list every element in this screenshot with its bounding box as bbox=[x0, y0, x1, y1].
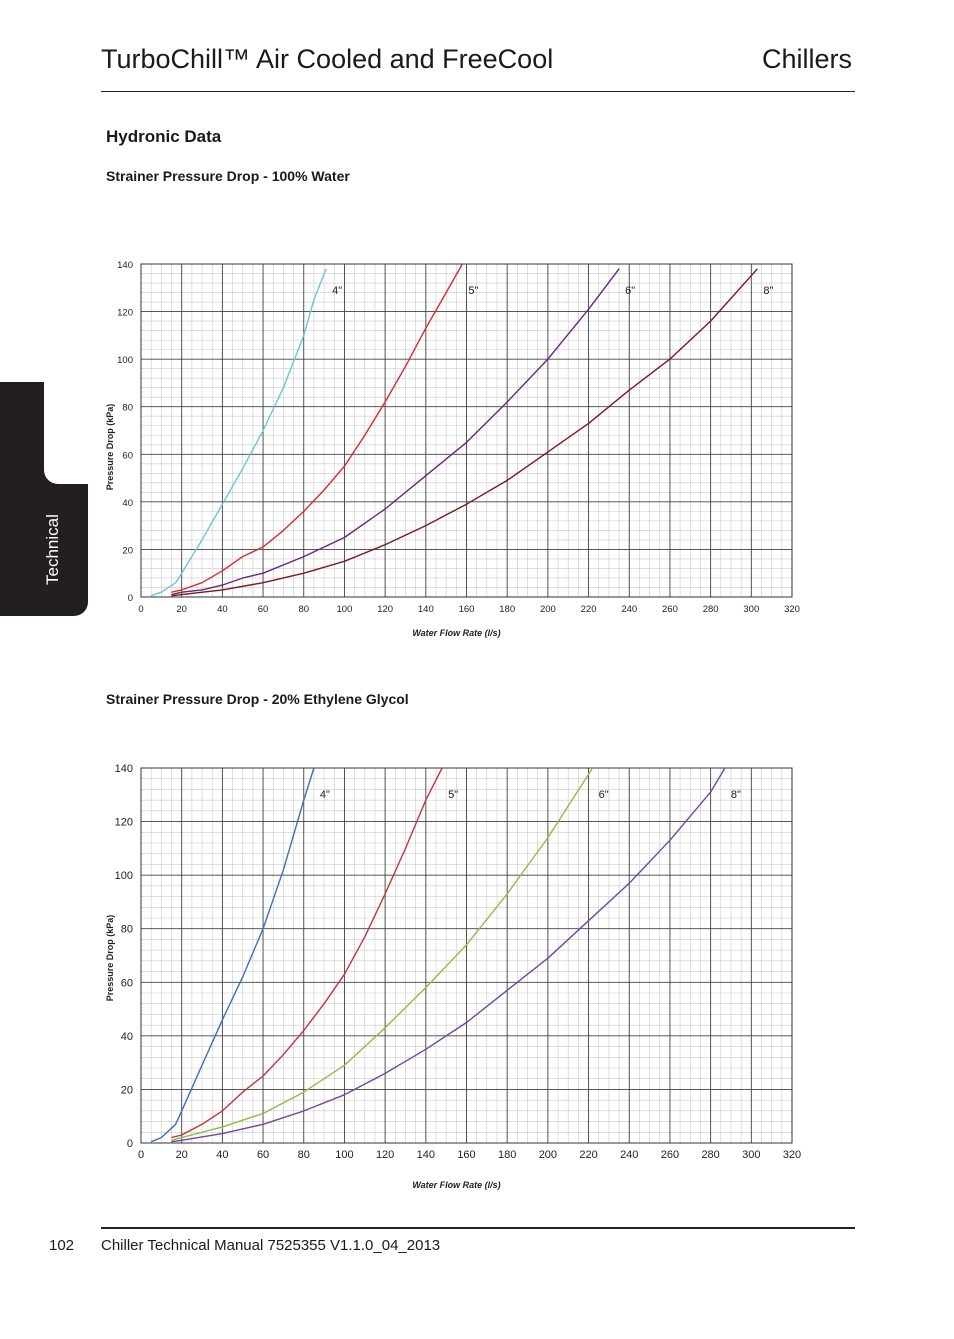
x-tick-label: 260 bbox=[662, 604, 678, 615]
series-label: 6" bbox=[599, 789, 609, 801]
x-tick-label: 80 bbox=[298, 1149, 310, 1161]
series-line bbox=[150, 268, 327, 597]
series-label: 5" bbox=[448, 789, 458, 801]
x-tick-label: 320 bbox=[783, 1149, 801, 1161]
x-tick-label: 140 bbox=[418, 604, 434, 615]
x-tick-label: 0 bbox=[138, 604, 143, 615]
x-tick-label: 140 bbox=[417, 1149, 435, 1161]
x-tick-label: 0 bbox=[138, 1149, 144, 1161]
y-tick-label: 100 bbox=[115, 870, 133, 882]
x-tick-label: 120 bbox=[376, 1149, 394, 1161]
x-tick-label: 100 bbox=[337, 604, 353, 615]
series-line bbox=[171, 767, 443, 1139]
x-tick-label: 180 bbox=[498, 1149, 516, 1161]
footer-divider bbox=[101, 1227, 855, 1229]
side-tab-notch bbox=[44, 382, 88, 484]
y-tick-label: 0 bbox=[128, 593, 133, 604]
x-tick-label: 220 bbox=[581, 604, 597, 615]
y-axis-title: Pressure Drop (kPa) bbox=[105, 404, 115, 491]
series-label: 4" bbox=[332, 285, 342, 297]
section-title: Hydronic Data bbox=[106, 127, 222, 146]
x-tick-label: 280 bbox=[701, 1149, 719, 1161]
y-tick-label: 120 bbox=[115, 817, 133, 829]
y-tick-label: 80 bbox=[121, 924, 133, 936]
x-axis-title: Water Flow Rate (l/s) bbox=[412, 628, 500, 638]
y-tick-label: 60 bbox=[121, 977, 133, 989]
x-tick-label: 20 bbox=[176, 604, 187, 615]
y-tick-label: 40 bbox=[122, 498, 133, 509]
x-tick-label: 160 bbox=[457, 1149, 475, 1161]
y-tick-label: 140 bbox=[117, 260, 133, 271]
document-title-right: Chillers bbox=[762, 44, 853, 74]
x-tick-label: 200 bbox=[540, 604, 556, 615]
series-label: 8" bbox=[731, 789, 741, 801]
y-tick-label: 20 bbox=[122, 545, 133, 556]
x-tick-label: 300 bbox=[742, 1149, 760, 1161]
series-line bbox=[150, 767, 315, 1143]
series-line bbox=[171, 767, 726, 1143]
series-label: 8" bbox=[763, 285, 773, 297]
document-title: TurboChill™ Air Cooled and FreeCool bbox=[101, 44, 554, 74]
x-tick-label: 260 bbox=[661, 1149, 679, 1161]
footer-text: Chiller Technical Manual 7525355 V1.1.0_… bbox=[101, 1237, 441, 1254]
x-tick-label: 60 bbox=[257, 1149, 269, 1161]
x-tick-label: 20 bbox=[176, 1149, 188, 1161]
series-line bbox=[171, 767, 594, 1141]
y-tick-label: 0 bbox=[127, 1138, 133, 1150]
y-tick-label: 60 bbox=[122, 450, 133, 461]
x-tick-label: 40 bbox=[217, 604, 228, 615]
chart-1: 0 20 40 60 80 100 120 140 160 180 200 220 240 260 280 3… bbox=[105, 260, 800, 638]
chart-2: 0 20 40 60 80 100 120 140 160 180 200 220 240 260 280 3… bbox=[105, 763, 801, 1190]
series-label: 6" bbox=[625, 285, 635, 297]
series-line bbox=[171, 268, 620, 596]
x-tick-label: 180 bbox=[499, 604, 515, 615]
x-tick-label: 320 bbox=[784, 604, 800, 615]
x-tick-label: 280 bbox=[703, 604, 719, 615]
x-tick-label: 240 bbox=[620, 1149, 638, 1161]
x-tick-label: 300 bbox=[743, 604, 759, 615]
x-tick-label: 200 bbox=[539, 1149, 557, 1161]
series-label: 4" bbox=[320, 789, 330, 801]
x-tick-label: 120 bbox=[377, 604, 393, 615]
series-label: 5" bbox=[468, 285, 478, 297]
plot-border bbox=[140, 263, 793, 598]
x-tick-label: 100 bbox=[335, 1149, 353, 1161]
x-axis-title: Water Flow Rate (l/s) bbox=[412, 1180, 500, 1190]
chart-1-title: Strainer Pressure Drop - 100% Water bbox=[106, 168, 350, 184]
y-tick-label: 100 bbox=[117, 355, 133, 366]
y-tick-label: 40 bbox=[121, 1031, 133, 1043]
x-tick-label: 240 bbox=[621, 604, 637, 615]
y-tick-label: 80 bbox=[122, 403, 133, 414]
x-tick-label: 60 bbox=[258, 604, 269, 615]
y-tick-label: 120 bbox=[117, 308, 133, 319]
x-tick-label: 80 bbox=[298, 604, 309, 615]
page-number: 102 bbox=[49, 1237, 75, 1254]
y-tick-label: 20 bbox=[121, 1084, 133, 1096]
x-tick-label: 220 bbox=[579, 1149, 597, 1161]
series-line bbox=[171, 263, 464, 593]
y-axis-title: Pressure Drop (kPa) bbox=[105, 915, 115, 1002]
series-line bbox=[171, 268, 758, 597]
plot-border bbox=[140, 767, 793, 1144]
header-divider bbox=[101, 91, 855, 92]
chart-2-title: Strainer Pressure Drop - 20% Ethylene Gl… bbox=[106, 691, 409, 707]
y-tick-label: 140 bbox=[115, 763, 133, 775]
x-tick-label: 160 bbox=[459, 604, 475, 615]
x-tick-label: 40 bbox=[216, 1149, 228, 1161]
